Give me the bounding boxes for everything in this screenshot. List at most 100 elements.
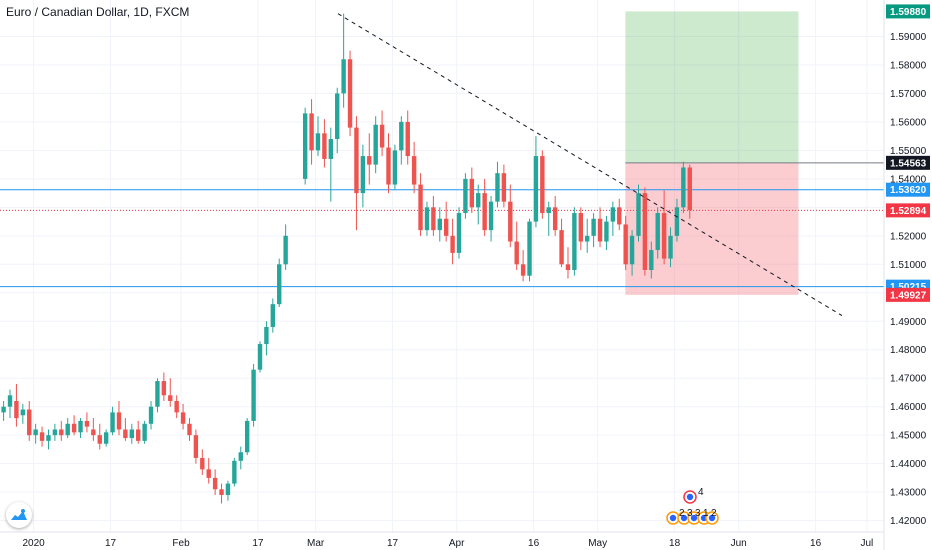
candle-body [347,59,353,128]
candle-body [309,113,314,151]
candles-layer [1,13,692,504]
candle-body [110,412,115,433]
candle-body [168,395,173,401]
candle-body [482,193,487,231]
candle-body [84,420,90,427]
price-badge-label: 1.50215 [890,282,927,293]
candle-body [469,178,475,208]
event-dot [669,514,677,522]
candle-body [437,218,442,231]
candle-body [212,477,218,490]
event-dot [690,514,698,522]
price-tick-label: 1.49000 [890,317,927,328]
candle-body [399,121,404,151]
candle-body [681,167,686,208]
price-badge-label: 1.49927 [890,290,927,301]
stop-zone [625,162,799,295]
candle-body [450,235,455,253]
candle-body [636,193,641,236]
event-count: 1 [703,508,709,519]
price-tick-label: 1.48000 [890,345,927,356]
candle-body [379,124,385,148]
event-count: 2 [679,508,685,519]
candle-body [59,429,64,436]
tradingview-logo-icon[interactable] [6,502,32,528]
candle-body [97,435,102,444]
candle-body [270,304,276,327]
event-dot [680,514,688,522]
candle-body [520,264,526,276]
candle-body [463,178,468,214]
price-tick-label: 1.55000 [890,146,927,157]
candle-body [552,207,558,231]
candle-body [604,221,609,242]
candle-body [623,224,628,265]
time-tick-label: 2020 [22,538,45,549]
time-tick-label: Mar [307,538,325,549]
candle-body [546,207,551,214]
candle-body [565,264,571,270]
candle-body [456,213,462,253]
candle-body [264,326,269,345]
candle-body [322,133,327,159]
candle-body [52,429,58,436]
candle-body [411,156,417,185]
candle-body [501,173,507,202]
candle-body [405,121,410,157]
price-badge-label: 1.54563 [890,158,927,169]
events-layer[interactable]: 42 3 3 1 2 [666,487,719,525]
candle-body [244,420,250,453]
candle-body [33,429,38,436]
candle-body [559,230,564,265]
candle-body [476,193,481,208]
price-axis[interactable]: 1.42000 1.43000 1.44000 1.45000 1.46000 1.470… [883,0,927,550]
price-badge-label: 1.53620 [890,185,927,196]
candle-body [495,173,500,202]
target-zone [625,11,799,163]
price-badge-label: 1.52894 [890,206,927,217]
candle-body [1,406,6,413]
price-badge-entry [886,155,930,170]
candle-body [161,381,167,396]
candle-body [514,241,519,265]
price-tick-label: 1.46000 [890,402,927,413]
price-tick-label: 1.47000 [890,374,927,385]
price-badge-resistance [886,182,930,197]
candle-body [424,207,430,231]
time-tick-label: Jun [731,538,747,549]
candle-body [341,59,346,94]
candle-body [39,432,45,441]
candle-body [386,147,391,185]
candle-body [642,193,648,270]
time-axis[interactable]: 202017Feb17Mar17Apr16May18Jun16Jul16Aug [0,531,932,549]
time-tick-label: 17 [105,538,117,549]
price-tick-label: 1.43000 [890,488,927,499]
candle-body [661,213,667,259]
candle-body [610,207,616,222]
time-tick-label: Apr [449,538,465,549]
candle-body [123,429,128,439]
trendline-layer [337,13,843,316]
price-badge-stop [886,287,930,302]
candle-body [27,409,32,436]
candle-body [418,184,423,231]
candle-body [20,409,26,416]
event-count: 3 [687,508,693,519]
candle-body [572,213,577,270]
event-count: 4 [698,487,704,498]
time-tick-label: 17 [252,538,264,549]
chart-title: Euro / Canadian Dollar, 1D, FXCM [6,5,190,19]
candle-body [65,423,70,436]
time-tick-label: 16 [810,538,822,549]
candle-body [597,218,603,242]
time-tick-label: 18 [669,538,681,549]
price-badges: 1.59880 1.54563 1.53620 1.52894 1.502151.499… [886,4,930,302]
candle-body [302,113,308,179]
candle-body [225,483,231,495]
candle-body [360,156,366,194]
descending-trendline [337,13,843,316]
candle-body [540,156,545,214]
candle-body [591,218,596,236]
price-badge-label: 1.59880 [890,7,927,18]
